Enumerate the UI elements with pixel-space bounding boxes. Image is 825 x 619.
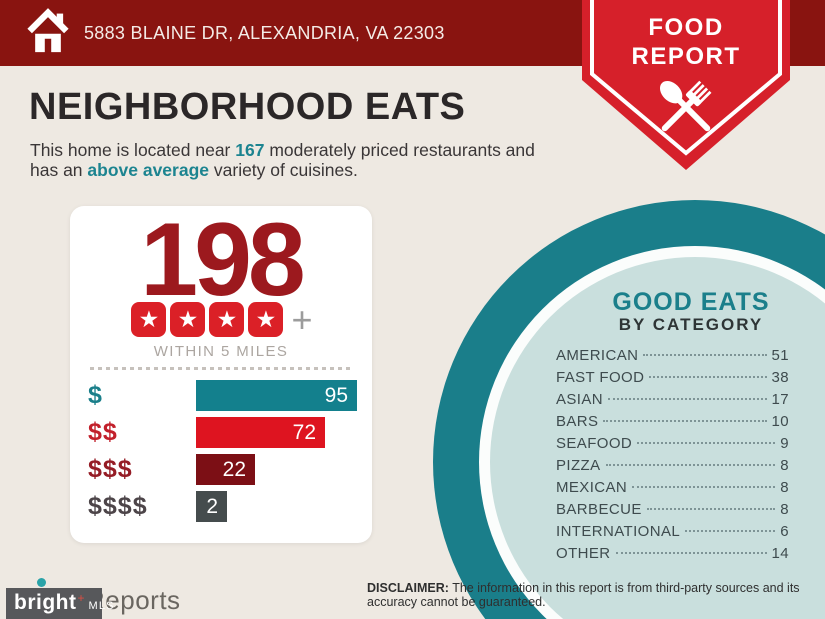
category-row: BARBECUE 8 [556,501,789,523]
price-bar-2: 22 [196,454,255,485]
price-bar-0: 95 [196,380,357,411]
category-value: 14 [771,545,789,562]
badge-line2: REPORT [631,43,741,70]
brightmls-logo-name: bright [14,591,77,614]
dot-leader [637,442,776,444]
price-label-0: $ [88,381,103,409]
intro-text: This home is located near 167 moderately… [30,140,535,180]
dot-leader [615,552,767,554]
star-rating: ★ ★ ★ ★ + [70,299,372,340]
utensils-icon [659,80,712,132]
restaurant-count-inline: 167 [235,140,265,160]
star-icon: ★ [209,302,245,337]
above-average-highlight: above average [87,160,210,180]
page-title: NEIGHBORHOOD EATS [29,86,466,128]
dot-leader [685,530,776,532]
category-value: 9 [780,435,789,452]
category-row: ASIAN 17 [556,391,789,413]
dot-leader [649,376,767,378]
category-row: MEXICAN 8 [556,479,789,501]
radius-label: WITHIN 5 MILES [153,343,289,360]
intro-line-2: has an above average variety of cuisines… [30,160,358,180]
disclaimer-text: DISCLAIMER: The information in this repo… [367,581,817,609]
category-value: 51 [771,347,789,364]
category-label: SEAFOOD [556,435,633,452]
category-value: 8 [780,479,789,496]
plus-icon: + [291,299,313,340]
dot-leader [605,464,776,466]
category-list: AMERICAN 51 FAST FOOD 38 ASIAN 17 BARS 10 SE… [556,347,789,567]
food-report-badge [582,0,790,170]
category-label: AMERICAN [556,347,639,364]
category-row: INTERNATIONAL 6 [556,523,789,545]
category-row: BARS 10 [556,413,789,435]
intro-line-1: This home is located near 167 moderately… [30,140,535,160]
price-bar-row: $$ 72 [88,417,360,448]
dot-leader [643,354,767,356]
price-bar-row: $$$ 22 [88,454,360,485]
price-label-3: $$$$ [88,492,148,520]
price-label-1: $$ [88,418,118,446]
dot-leader [632,486,776,488]
brightmls-logo-mark: + [77,591,85,605]
star-icon: ★ [131,302,167,337]
brightmls-logo: bright + MLS [6,588,114,619]
restaurant-count: 198 [140,202,306,318]
disclaimer-line-2: accuracy cannot be guaranteed. [367,595,546,609]
category-row: FAST FOOD 38 [556,369,789,391]
good-eats-subtitle: BY CATEGORY [618,315,764,334]
category-label: BARS [556,413,599,430]
price-tier-chart: $ 95 $$ 72 $$$ 22 $$$$ 2 [88,380,360,528]
category-value: 8 [780,457,789,474]
dot-leader [608,398,767,400]
dot-leader [646,508,776,510]
good-eats-title: GOOD EATS [612,288,770,316]
category-row: PIZZA 8 [556,457,789,479]
category-row: AMERICAN 51 [556,347,789,369]
brightmls-logo-suffix: MLS [88,600,115,612]
restaurant-summary-card: 198 ★ ★ ★ ★ + WITHIN 5 MILES $ 95 $$ 72 … [70,206,372,543]
category-value: 6 [780,523,789,540]
category-label: PIZZA [556,457,601,474]
category-label: FAST FOOD [556,369,645,386]
category-value: 17 [771,391,789,408]
star-icon: ★ [170,302,206,337]
property-address: 5883 BLAINE DR, ALEXANDRIA, VA 22303 [84,22,445,43]
category-value: 8 [780,501,789,518]
category-label: OTHER [556,545,611,562]
price-label-2: $$$ [88,455,133,483]
star-icon: ★ [248,302,284,337]
category-value: 38 [771,369,789,386]
logo-dot [37,578,46,587]
category-label: ASIAN [556,391,604,408]
home-icon [26,6,70,61]
badge-line1: FOOD [648,14,724,41]
disclaimer-line-1: DISCLAIMER: The information in this repo… [367,581,800,595]
dot-leader [603,420,767,422]
price-bar-3: 2 [196,491,227,522]
category-row: SEAFOOD 9 [556,435,789,457]
price-bar-row: $ 95 [88,380,360,411]
dashed-divider [90,367,352,370]
price-bar-row: $$$$ 2 [88,491,360,522]
category-row: OTHER 14 [556,545,789,567]
badge-title: FOOD REPORT [586,13,786,71]
category-label: MEXICAN [556,479,628,496]
category-label: INTERNATIONAL [556,523,681,540]
category-label: BARBECUE [556,501,642,518]
price-bar-1: 72 [196,417,325,448]
category-value: 10 [771,413,789,430]
good-eats-heading: GOOD EATS BY CATEGORY [541,289,825,334]
